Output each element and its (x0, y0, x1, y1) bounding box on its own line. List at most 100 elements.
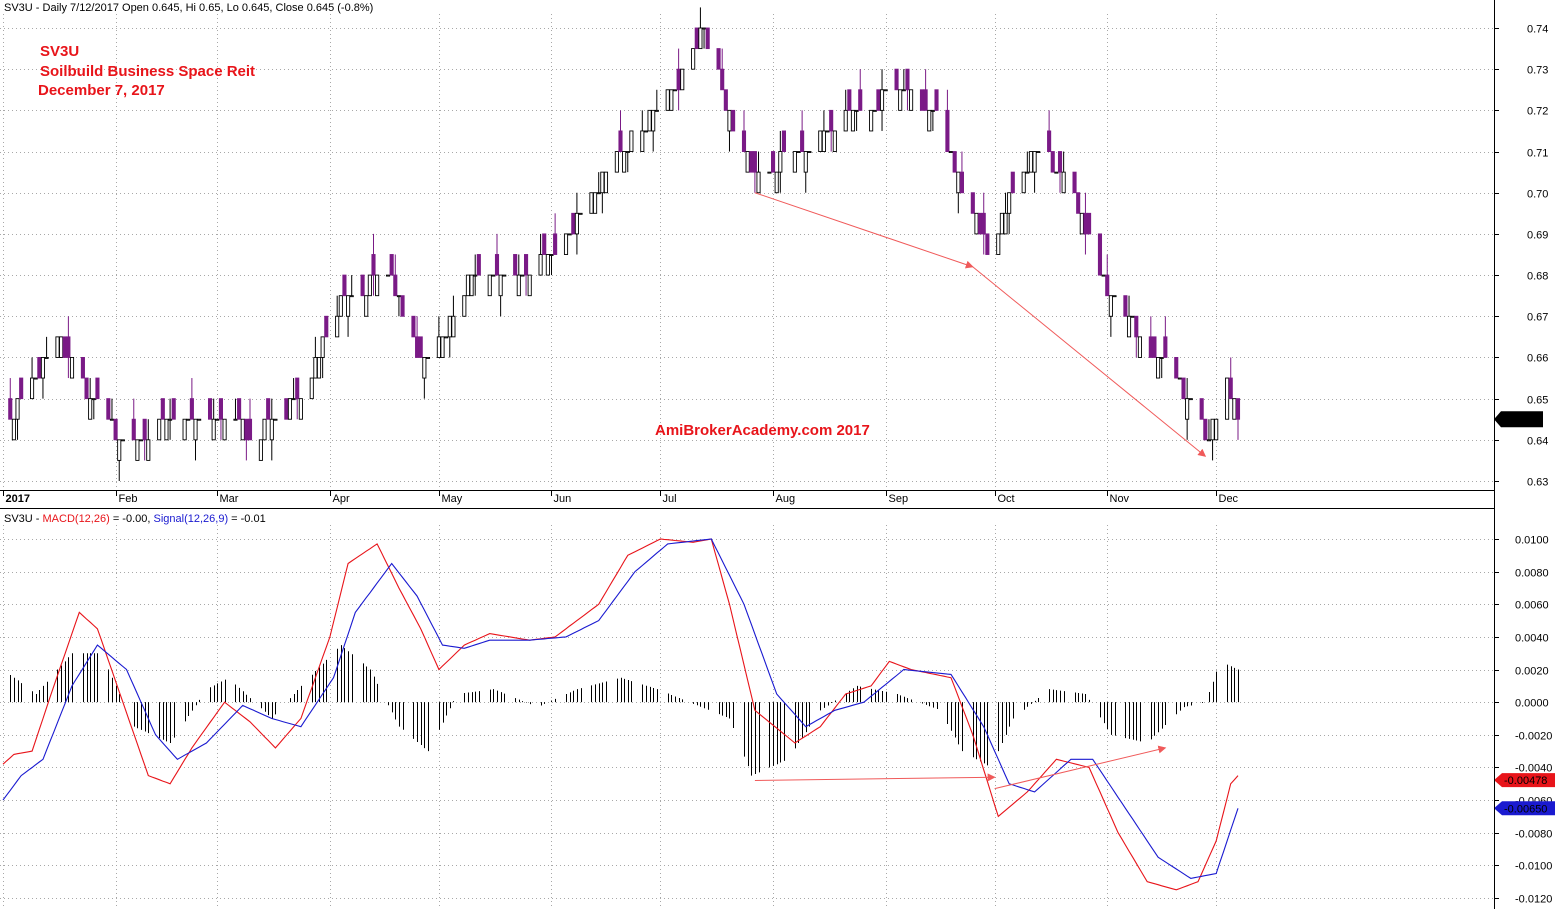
candle-up (117, 439, 122, 461)
candle-up (549, 254, 554, 256)
candle-up (157, 418, 162, 441)
candle-down (324, 315, 329, 338)
candle-up (1061, 171, 1066, 194)
candle-down (919, 89, 925, 111)
annotation-arrows (754, 192, 1207, 790)
candle-down (1199, 398, 1204, 420)
candle-down (295, 377, 300, 400)
candle-down (524, 254, 529, 276)
candle-up (346, 295, 351, 317)
candle-down (1097, 233, 1103, 276)
candle-up (622, 151, 627, 173)
price-tick-label: 0.71 (1527, 148, 1548, 160)
candle-up (807, 151, 812, 153)
macd-tick-label: 0.0020 (1515, 666, 1549, 678)
price-tick-label: 0.65 (1527, 395, 1548, 407)
candle-down (1050, 151, 1055, 173)
candle-up (825, 130, 830, 133)
candle-up (215, 418, 220, 421)
candle-up (1101, 274, 1106, 277)
macd-tick-label: -0.0040 (1515, 763, 1552, 775)
candle-up (349, 295, 354, 298)
candle-up (69, 357, 75, 379)
candle-up (654, 109, 659, 112)
candle-up (1214, 418, 1219, 441)
candle-down (393, 274, 398, 297)
annotation-ticker: SV3U (40, 43, 79, 60)
macd-tick-label: 0.0100 (1515, 535, 1549, 547)
candle-down (1235, 398, 1241, 420)
candle-down (771, 151, 776, 173)
candle-up (669, 89, 674, 111)
candle-up (629, 130, 634, 152)
candle-up (11, 418, 16, 441)
candle-down (513, 254, 518, 276)
candle-down (1181, 377, 1186, 400)
candle-up (1032, 151, 1037, 173)
candle-down (19, 377, 24, 400)
candle-up (672, 89, 678, 92)
candle-up (320, 336, 325, 358)
value-badges: 0.645 -0.00478 -0.00650 (1494, 411, 1555, 816)
candle-up (1206, 439, 1211, 442)
candle-down (1047, 130, 1052, 152)
candle-up (258, 439, 263, 461)
candle-down (1203, 418, 1208, 441)
candle-up (40, 357, 46, 379)
candle-up (1025, 171, 1030, 174)
macd-tick-label: 0.0060 (1515, 600, 1549, 612)
candle-down (970, 192, 975, 214)
candle-up (211, 418, 216, 441)
candle-up (1185, 398, 1190, 420)
month-label: Dec (1219, 493, 1239, 505)
candle-up (1232, 398, 1237, 420)
candle-down (389, 254, 394, 276)
candle-down (952, 151, 957, 173)
price-header: SV3U - Daily 7/12/2017 Open 0.645, Hi 0.… (4, 2, 373, 14)
candle-up (589, 192, 594, 214)
macd-header-prefix: SV3U - (4, 513, 43, 525)
candle-up (375, 274, 380, 297)
candle-down (981, 212, 986, 235)
candle-down (781, 130, 787, 152)
candle-up (614, 151, 619, 173)
candle-down (985, 233, 990, 255)
signal-value-badge (1494, 801, 1555, 816)
candle-down (618, 130, 623, 152)
candle-down (131, 418, 136, 441)
candle-down (1010, 171, 1015, 194)
candle-up (197, 418, 202, 421)
candle-up (313, 357, 318, 379)
candle-up (287, 398, 293, 420)
candle-up (88, 398, 93, 420)
candle-up (440, 336, 445, 358)
candle-up (647, 109, 652, 132)
x-axis: 2017 Feb Mar Apr May Jun Jul Aug Sep Oct Nov Dec (3, 490, 1239, 505)
candle-down (1163, 336, 1168, 358)
candle-up (1079, 212, 1084, 235)
candle-down (494, 254, 500, 276)
annotation-name: Soilbuild Business Space Reit (40, 63, 255, 80)
month-label: Jul (663, 493, 677, 505)
candle-up (680, 68, 685, 91)
candle-up (596, 192, 601, 195)
price-tick-label: 0.74 (1527, 24, 1548, 36)
candle-down (723, 89, 728, 111)
macd-lines (2, 538, 1239, 891)
candle-down (284, 398, 289, 420)
last-close-badge (1494, 411, 1543, 428)
price-tick-label: 0.72 (1527, 106, 1548, 118)
candle-up (451, 315, 456, 338)
candle-up (574, 212, 579, 235)
candle-down (676, 68, 681, 91)
candle-up (1028, 151, 1034, 173)
candle-up (821, 130, 826, 152)
candle-down (66, 336, 71, 358)
candle-up (593, 192, 598, 214)
candle-up (869, 109, 874, 132)
candle-up (164, 418, 169, 441)
candle-down (171, 398, 176, 420)
macd-tick-label: -0.0080 (1515, 829, 1552, 841)
candle-up (109, 418, 115, 421)
